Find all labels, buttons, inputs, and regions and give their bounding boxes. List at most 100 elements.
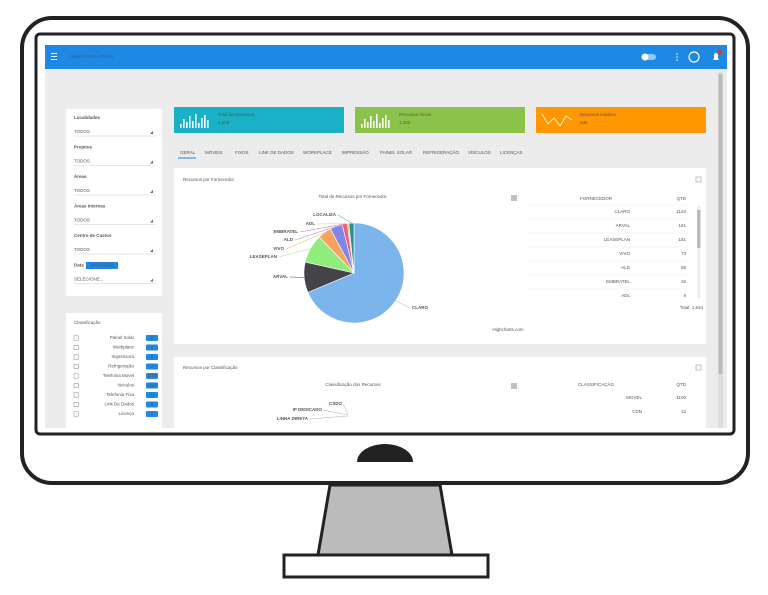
checkbox[interactable] xyxy=(74,345,78,349)
filter-label: Localidades xyxy=(74,115,101,120)
card-icon-bar xyxy=(186,122,188,128)
table-scroll-thumb[interactable] xyxy=(697,210,701,248)
classification-title: Classificação xyxy=(74,320,101,325)
pie-label: LOCALIZA xyxy=(313,212,336,217)
checkbox[interactable] xyxy=(74,383,78,387)
card-icon-bar xyxy=(385,115,387,128)
toggle-knob xyxy=(642,54,649,61)
table-header: CLASSIFICAÇÃO xyxy=(578,381,615,387)
table-cell: CDN xyxy=(632,409,642,414)
scrollbar-thumb[interactable] xyxy=(719,74,723,374)
app-title: GESTÃO DE ATIVOS xyxy=(70,53,113,59)
table-total: Total: 1.634 xyxy=(680,305,704,310)
filter-select[interactable]: TODOS xyxy=(74,129,90,134)
classification-label: Link De Dados xyxy=(104,402,134,407)
pie-label: EMBRATEL xyxy=(273,229,298,234)
card-icon-bar xyxy=(195,114,197,128)
more-icon[interactable] xyxy=(676,53,678,61)
filter-select[interactable]: TODOS xyxy=(74,247,90,252)
table-cell: LEASEPLAN xyxy=(604,237,630,242)
tab[interactable]: WORKPLACE xyxy=(303,150,332,155)
pie-label: LEASEPLAN xyxy=(250,254,277,259)
card-icon-bar xyxy=(379,123,381,128)
checkbox[interactable] xyxy=(74,364,78,368)
monitor-stand xyxy=(318,485,452,555)
pie-label: CLARO xyxy=(412,305,428,310)
checkbox[interactable] xyxy=(74,336,78,340)
classification-label: Telefonia Movel xyxy=(103,373,134,378)
pie-label: ARVAL xyxy=(273,274,288,279)
stat-card xyxy=(174,107,344,133)
card-icon-bar xyxy=(183,119,185,128)
tab[interactable]: REFRIGERAÇÃO xyxy=(423,149,460,155)
checkbox[interactable] xyxy=(74,355,78,359)
pie-label: LINHA DIRETA xyxy=(277,416,309,421)
panel-title: Recursos por Fornecedor xyxy=(183,177,235,182)
table-header: QTD xyxy=(677,382,687,387)
classification-label: Refrigeração xyxy=(108,364,134,369)
card-icon-bar xyxy=(207,120,209,128)
table-header: QTD xyxy=(677,196,687,201)
tab[interactable]: IMPRESSÃO xyxy=(342,149,369,155)
tab[interactable]: MÓVEIS xyxy=(205,149,223,155)
chart-title: Total de Recursos por Fornecedor. xyxy=(318,194,387,199)
table-cell: MOVEL xyxy=(626,395,642,400)
card-icon-bar xyxy=(370,116,372,128)
checkbox[interactable] xyxy=(74,374,78,378)
app-screen: GESTÃO DE ATIVOS1LocalidadesTODOSProjeto… xyxy=(45,45,727,437)
pie-label: ADL xyxy=(306,221,315,226)
table-cell: 65 xyxy=(681,265,687,270)
card-icon-bar xyxy=(201,118,203,128)
top-bar xyxy=(45,45,727,69)
filter-select[interactable]: SELECIONE... xyxy=(74,277,104,282)
tab[interactable]: LICENÇAS xyxy=(500,150,523,155)
tab[interactable]: PAINEL SOLAR xyxy=(380,150,413,155)
filter-select[interactable]: TODOS xyxy=(74,188,90,193)
card-icon-bar xyxy=(367,122,369,128)
filter-label: Centro de Custos xyxy=(74,233,112,238)
stat-value: 446 xyxy=(580,120,588,125)
filter-label: Data xyxy=(74,263,84,268)
stat-label: Total de Recursos xyxy=(218,112,255,117)
stat-card xyxy=(536,107,706,133)
checkbox[interactable] xyxy=(74,412,78,416)
tab[interactable]: FIXOS xyxy=(235,150,249,155)
tab[interactable]: LINK DE DADOS xyxy=(259,150,294,155)
checkbox[interactable] xyxy=(74,402,78,406)
classification-label: Telefonia Fixa xyxy=(106,392,134,397)
classification-label: Painel Solar xyxy=(110,335,135,340)
card-icon-bar xyxy=(376,114,378,128)
table-cell: 13 xyxy=(681,409,687,414)
table-cell: 1100 xyxy=(676,395,686,400)
card-icon-bar xyxy=(364,119,366,128)
table-header: FORNECEDOR xyxy=(580,196,613,201)
card-icon-bar xyxy=(361,124,363,128)
table-cell: 1122 xyxy=(676,209,686,214)
card-icon-bar xyxy=(198,123,200,128)
table-cell: 26 xyxy=(681,279,687,284)
filter-select[interactable]: TODOS xyxy=(74,159,90,164)
table-cell: 73 xyxy=(681,251,687,256)
filter-label: Áreas Internas xyxy=(74,203,106,209)
card-icon-bar xyxy=(180,124,182,128)
tab[interactable]: VEÍCULOS xyxy=(468,149,491,155)
checkbox[interactable] xyxy=(74,393,78,397)
table-cell: ARVAL xyxy=(616,223,631,228)
date-value: 08/01/2022 xyxy=(91,263,114,268)
stat-label: Recursos Ativos xyxy=(399,112,432,117)
classification-count: 21 xyxy=(149,392,155,397)
table-cell: 151 xyxy=(678,237,686,242)
pie-label: CSDO xyxy=(329,401,343,406)
filter-select[interactable]: TODOS xyxy=(74,218,90,223)
card-icon-bar xyxy=(204,115,206,128)
chart-title: Classificação dos Recursos xyxy=(325,382,381,387)
tab[interactable]: GERAL xyxy=(180,150,196,155)
table-cell: 161 xyxy=(678,223,686,228)
card-icon-bar xyxy=(388,120,390,128)
stat-label: Recursos Inativos xyxy=(580,112,617,117)
classification-label: Licença xyxy=(118,411,134,416)
chart-credit: Highcharts.com xyxy=(492,327,524,332)
card-icon-bar xyxy=(373,121,375,128)
card-icon-bar xyxy=(189,116,191,128)
